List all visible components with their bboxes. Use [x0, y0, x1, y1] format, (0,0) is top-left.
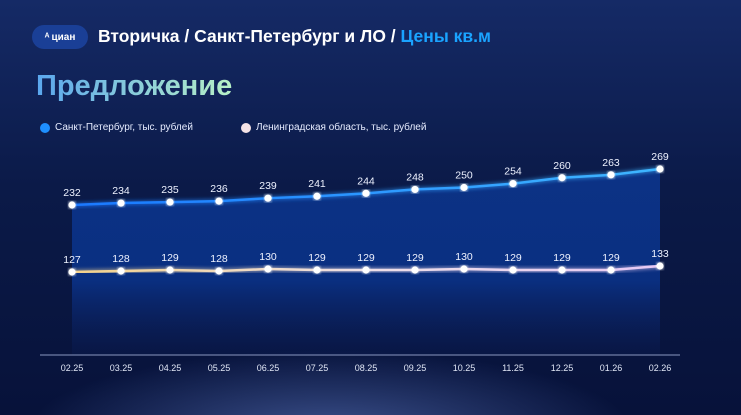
data-point — [117, 199, 125, 207]
x-tick-label: 06.25 — [257, 363, 280, 373]
data-label: 236 — [210, 183, 228, 195]
data-label: 248 — [406, 171, 424, 183]
legend-dot-icon — [40, 122, 50, 133]
data-label: 129 — [357, 252, 375, 264]
data-point — [656, 165, 664, 173]
data-point — [411, 266, 419, 274]
data-point — [215, 197, 223, 205]
breadcrumb-current: Цены кв.м — [400, 26, 491, 46]
x-tick-label: 01.26 — [600, 363, 623, 373]
data-label: 254 — [504, 166, 522, 178]
data-label: 129 — [308, 252, 326, 264]
x-tick-label: 08.25 — [355, 363, 378, 373]
x-tick-label: 11.25 — [502, 363, 524, 373]
x-tick-label: 04.25 — [159, 363, 182, 373]
data-point — [558, 174, 566, 182]
cian-logo[interactable]: ᴬ циан — [32, 25, 88, 49]
data-label: 133 — [651, 248, 669, 260]
legend-dot-icon — [241, 122, 251, 133]
data-label: 241 — [308, 178, 326, 190]
data-point — [656, 262, 664, 270]
data-label: 232 — [63, 187, 81, 199]
data-point — [460, 183, 468, 192]
data-label: 128 — [112, 253, 130, 265]
data-point — [509, 179, 517, 188]
x-tick-label: 02.25 — [61, 363, 84, 373]
data-label: 127 — [63, 254, 81, 266]
logo-text: циан — [51, 31, 76, 43]
data-point — [313, 192, 321, 200]
data-point — [264, 265, 272, 273]
data-label: 269 — [651, 151, 669, 163]
x-tick-label: 09.25 — [404, 363, 427, 373]
data-point — [166, 266, 174, 274]
data-label: 129 — [602, 252, 620, 264]
page-header: Вторичка / Санкт-Петербург и ЛО / Цены к… — [98, 26, 491, 47]
legend-item-lo: Ленинградская область, тыс. рублей — [241, 122, 426, 133]
x-tick-label: 07.25 — [306, 363, 329, 373]
data-point — [362, 266, 370, 274]
person-pin-icon: ᴬ — [44, 31, 50, 43]
data-point — [166, 198, 174, 206]
data-point — [411, 185, 419, 194]
data-point — [362, 189, 370, 197]
x-tick-label: 05.25 — [208, 363, 231, 373]
data-label: 128 — [210, 253, 228, 265]
data-label: 234 — [112, 185, 130, 197]
page-title: Предложение — [36, 70, 233, 102]
data-label: 129 — [553, 252, 571, 264]
data-label: 129 — [504, 252, 522, 264]
breadcrumb: Вторичка / Санкт-Петербург и ЛО / — [98, 26, 401, 46]
legend-label: Ленинградская область, тыс. рублей — [256, 122, 427, 133]
data-label: 130 — [455, 251, 473, 263]
area-fill — [72, 168, 660, 355]
data-point — [215, 267, 223, 275]
data-label: 260 — [553, 160, 571, 172]
data-label: 239 — [259, 180, 277, 192]
data-point — [117, 267, 125, 275]
data-label: 129 — [406, 252, 424, 264]
data-point — [264, 194, 272, 202]
data-point — [607, 171, 615, 179]
x-tick-label: 03.25 — [110, 363, 133, 373]
data-label: 263 — [602, 157, 620, 169]
data-point — [68, 268, 76, 276]
data-point — [313, 266, 321, 274]
legend-label: Санкт-Петербург, тыс. рублей — [55, 122, 193, 133]
data-point — [607, 266, 615, 274]
data-point — [68, 201, 76, 209]
x-tick-label: 12.25 — [551, 363, 574, 373]
x-tick-label: 10.25 — [453, 363, 476, 373]
data-point — [509, 266, 517, 274]
data-point — [460, 265, 468, 273]
legend-item-spb: Санкт-Петербург, тыс. рублей — [40, 122, 193, 133]
data-label: 250 — [455, 169, 473, 181]
data-label: 130 — [259, 251, 277, 263]
data-point — [558, 266, 566, 274]
data-label: 235 — [161, 184, 179, 196]
x-tick-label: 02.26 — [649, 363, 672, 373]
data-label: 129 — [161, 252, 179, 264]
data-label: 244 — [357, 175, 375, 187]
